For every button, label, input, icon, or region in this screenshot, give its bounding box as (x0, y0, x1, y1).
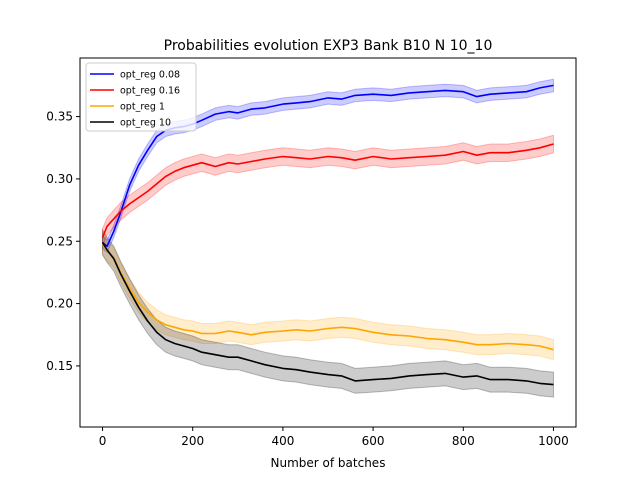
series-lines (101, 84, 554, 386)
line-series-3 (101, 243, 554, 351)
y-tick-label: 0.20 (46, 297, 73, 311)
line-series-2 (101, 143, 554, 238)
legend-label: opt_reg 10 (120, 118, 171, 129)
legend-box (85, 62, 197, 132)
legend: opt_reg 0.08 opt_reg 0.16 opt_reg 1 opt_reg… (85, 62, 197, 132)
x-tick-label: 400 (271, 434, 294, 448)
chart-title: Probabilities evolution EXP3 Bank B10 N … (164, 38, 493, 54)
plot-frame (79, 57, 577, 428)
x-axis: 0 200 400 600 800 1000 (99, 427, 569, 448)
x-tick-label: 600 (362, 434, 385, 448)
x-tick-label: 800 (452, 434, 475, 448)
legend-label: opt_reg 0.16 (120, 86, 180, 97)
x-tick-label: 0 (99, 434, 107, 448)
y-tick-label: 0.35 (46, 110, 73, 124)
y-tick-label: 0.25 (46, 234, 73, 248)
band-series-2 (102, 134, 554, 247)
line-series-1 (101, 84, 554, 247)
y-tick-label: 0.30 (46, 172, 73, 186)
band-series-3 (102, 232, 554, 361)
x-axis-label: Number of batches (271, 456, 386, 470)
line-series-4 (101, 242, 554, 386)
y-axis: 0.15 0.20 0.25 0.30 0.35 (46, 110, 80, 373)
legend-label: opt_reg 0.08 (120, 70, 180, 81)
x-tick-label: 1000 (538, 434, 569, 448)
legend-label: opt_reg 1 (120, 102, 165, 113)
y-tick-label: 0.15 (46, 359, 73, 373)
x-tick-label: 200 (181, 434, 204, 448)
